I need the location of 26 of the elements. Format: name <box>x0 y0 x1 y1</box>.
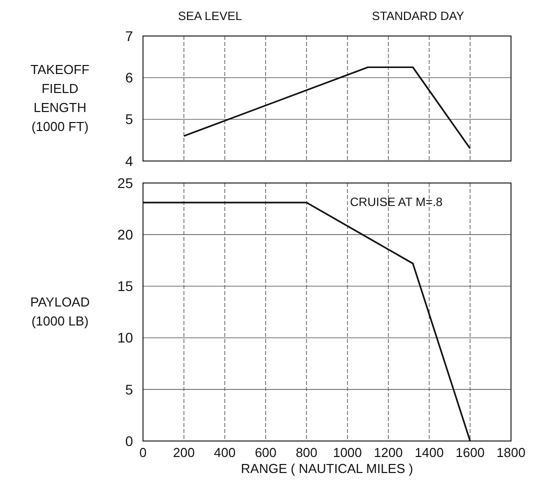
text: STANDARD DAY <box>372 9 464 23</box>
y-tick-label: 25 <box>117 174 134 191</box>
x-axis-title: RANGE ( NAUTICAL MILES ) <box>240 461 414 476</box>
x-tick-label: 1000 <box>332 445 362 460</box>
y-tick-label: 20 <box>117 226 134 242</box>
y-tick-label: 7 <box>125 28 134 44</box>
y-tick-label: 0 <box>125 432 134 449</box>
x-tick-label: 1200 <box>374 445 403 460</box>
y-tick-label: 5 <box>125 381 134 398</box>
x-tick-label: 1600 <box>456 445 485 460</box>
x-tick-label: 400 <box>214 445 236 460</box>
y-axis-title: TAKEOFF FIELD LENGTH (1000 FT) <box>30 62 90 134</box>
y-tick-label: 10 <box>117 330 134 346</box>
y-tick-label: 6 <box>125 70 134 86</box>
annotation: CRUISE AT M=.8 <box>350 195 443 209</box>
y-tick-label: 15 <box>117 278 134 294</box>
x-tick-label: 1800 <box>496 445 526 460</box>
x-tick-label: 200 <box>173 445 195 460</box>
y-tick-label: 5 <box>125 111 134 128</box>
x-tick-label: 1400 <box>414 445 444 460</box>
x-tick-label: 600 <box>254 445 277 460</box>
y-tick-label: 4 <box>125 152 134 169</box>
text: SEA LEVEL <box>178 9 242 23</box>
x-tick-label: 800 <box>296 445 318 460</box>
y-axis-title: PAYLOAD (1000 LB) <box>30 294 90 328</box>
x-tick-label: 0 <box>139 445 147 460</box>
